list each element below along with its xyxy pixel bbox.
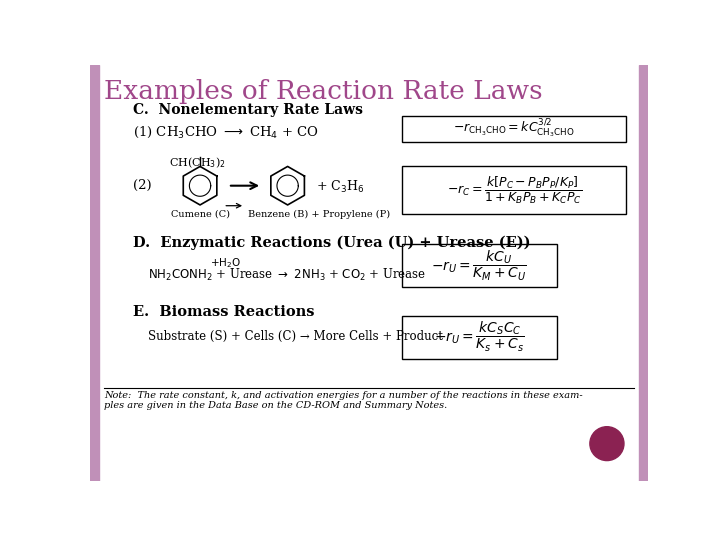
Text: Examples of Reaction Rate Laws: Examples of Reaction Rate Laws [104, 79, 543, 104]
Text: ples are given in the Data Base on the CD-ROM and Summary Notes.: ples are given in the Data Base on the C… [104, 401, 447, 410]
FancyBboxPatch shape [402, 244, 557, 287]
Text: (2): (2) [132, 179, 151, 192]
Text: $-r_C = \dfrac{k[P_C - P_B P_P / K_P]}{1 + K_B P_B + K_C P_C}$: $-r_C = \dfrac{k[P_C - P_B P_P / K_P]}{1… [446, 175, 582, 206]
Text: (1) CH$_3$CHO $\longrightarrow$ CH$_4$ + CO: (1) CH$_3$CHO $\longrightarrow$ CH$_4$ +… [132, 125, 319, 140]
Text: Note:  The rate constant, k, and activation energies for a number of the reactio: Note: The rate constant, k, and activati… [104, 390, 582, 400]
Text: $-r_{\mathrm{CH_3CHO}} = kC^{3/2}_{\mathrm{CH_3CHO}}$: $-r_{\mathrm{CH_3CHO}} = kC^{3/2}_{\math… [454, 118, 575, 140]
FancyBboxPatch shape [402, 116, 626, 142]
Bar [90, 65, 99, 481]
FancyBboxPatch shape [402, 166, 626, 214]
Text: $\mathrm{NH_2CONH_2}$ + Urease $\rightarrow$ $\mathrm{2NH_3}$ + $\mathrm{CO_2}$ : $\mathrm{NH_2CONH_2}$ + Urease $\rightar… [148, 267, 426, 282]
Text: + C$_3$H$_6$: + C$_3$H$_6$ [316, 179, 364, 195]
Bar [639, 65, 648, 481]
Text: E.  Biomass Reactions: E. Biomass Reactions [132, 305, 314, 319]
Text: $+\mathrm{H_2O}$: $+\mathrm{H_2O}$ [210, 256, 241, 269]
Text: Cumene (C): Cumene (C) [171, 210, 230, 219]
Circle shape [590, 427, 624, 461]
Text: $-r_U = \dfrac{kC_U}{K_M + C_U}$: $-r_U = \dfrac{kC_U}{K_M + C_U}$ [431, 249, 528, 283]
Text: C.  Nonelementary Rate Laws: C. Nonelementary Rate Laws [132, 103, 363, 117]
FancyBboxPatch shape [402, 316, 557, 359]
Text: Benzene (B) + Propylene (P): Benzene (B) + Propylene (P) [248, 210, 390, 219]
Text: $-r_U = \dfrac{kC_S C_C}{K_s + C_s}$: $-r_U = \dfrac{kC_S C_C}{K_s + C_s}$ [434, 320, 525, 354]
Text: CH(CH$_3$)$_2$: CH(CH$_3$)$_2$ [168, 156, 225, 170]
Text: D.  Enzymatic Reactions (Urea (U) + Urease (E)): D. Enzymatic Reactions (Urea (U) + Ureas… [132, 236, 530, 250]
Text: Substrate (S) + Cells (C) → More Cells + Product: Substrate (S) + Cells (C) → More Cells +… [148, 330, 443, 343]
